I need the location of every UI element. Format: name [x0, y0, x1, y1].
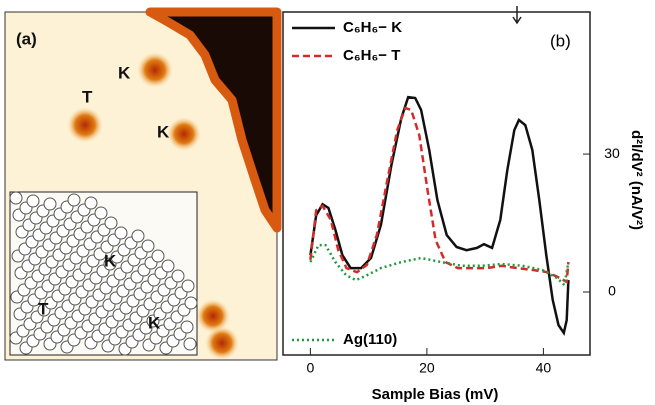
legend-label: C₆H₆− K	[343, 19, 402, 36]
lattice-atom	[180, 320, 194, 334]
lattice-atom	[84, 196, 98, 210]
lattice-atom	[9, 191, 23, 205]
line-series	[309, 243, 570, 288]
lattice-atom	[184, 296, 198, 310]
inset	[9, 191, 198, 356]
x-tick-label: 0	[306, 360, 314, 376]
lattice-atom	[161, 259, 175, 273]
inset-label: K	[148, 313, 161, 332]
legend-label: C₆H₆− T	[343, 47, 400, 64]
molecule	[137, 52, 173, 88]
line-series	[309, 95, 570, 336]
lattice-atom	[94, 206, 108, 220]
panel-label: (b)	[550, 31, 571, 50]
y-tick-label: 0	[608, 283, 616, 299]
lattice-atom	[104, 216, 118, 230]
panel-label: (a)	[16, 29, 37, 48]
lattice-atom	[43, 197, 57, 211]
line-series	[309, 106, 570, 284]
lattice-atom	[151, 249, 165, 263]
molecule	[67, 107, 103, 143]
panel-a: (a) K T K K T K	[4, 7, 282, 361]
lattice-atom	[171, 269, 185, 283]
inset-label: T	[38, 299, 49, 318]
lattice-atom	[183, 337, 197, 351]
x-tick-label: 40	[536, 360, 552, 376]
lattice-atom	[141, 239, 155, 253]
arrow	[512, 6, 522, 25]
y-tick-label: 30	[604, 145, 620, 161]
molecule	[167, 117, 201, 151]
y-axis-label: d²I/dV² (nA/V²)	[628, 130, 645, 230]
step-edge	[145, 7, 282, 233]
lattice-atom	[67, 193, 81, 207]
panel-b: (b) Sample Bias (mV) d²I/dV² (nA/V²) 0 20…	[282, 6, 645, 403]
molecule	[196, 299, 230, 333]
site-label: T	[82, 87, 93, 106]
lattice-atom	[114, 226, 128, 240]
site-label: K	[157, 122, 170, 141]
lattice-atom	[26, 194, 40, 208]
x-axis-label: Sample Bias (mV)	[372, 386, 499, 403]
lattice-atom	[181, 279, 195, 293]
x-tick-label: 20	[419, 360, 435, 376]
plot-frame	[282, 11, 591, 356]
legend-label: Ag(110)	[343, 331, 397, 348]
lattice-atom	[131, 229, 145, 243]
site-label: K	[118, 63, 131, 82]
molecule	[205, 326, 239, 360]
inset-label: K	[104, 251, 117, 270]
